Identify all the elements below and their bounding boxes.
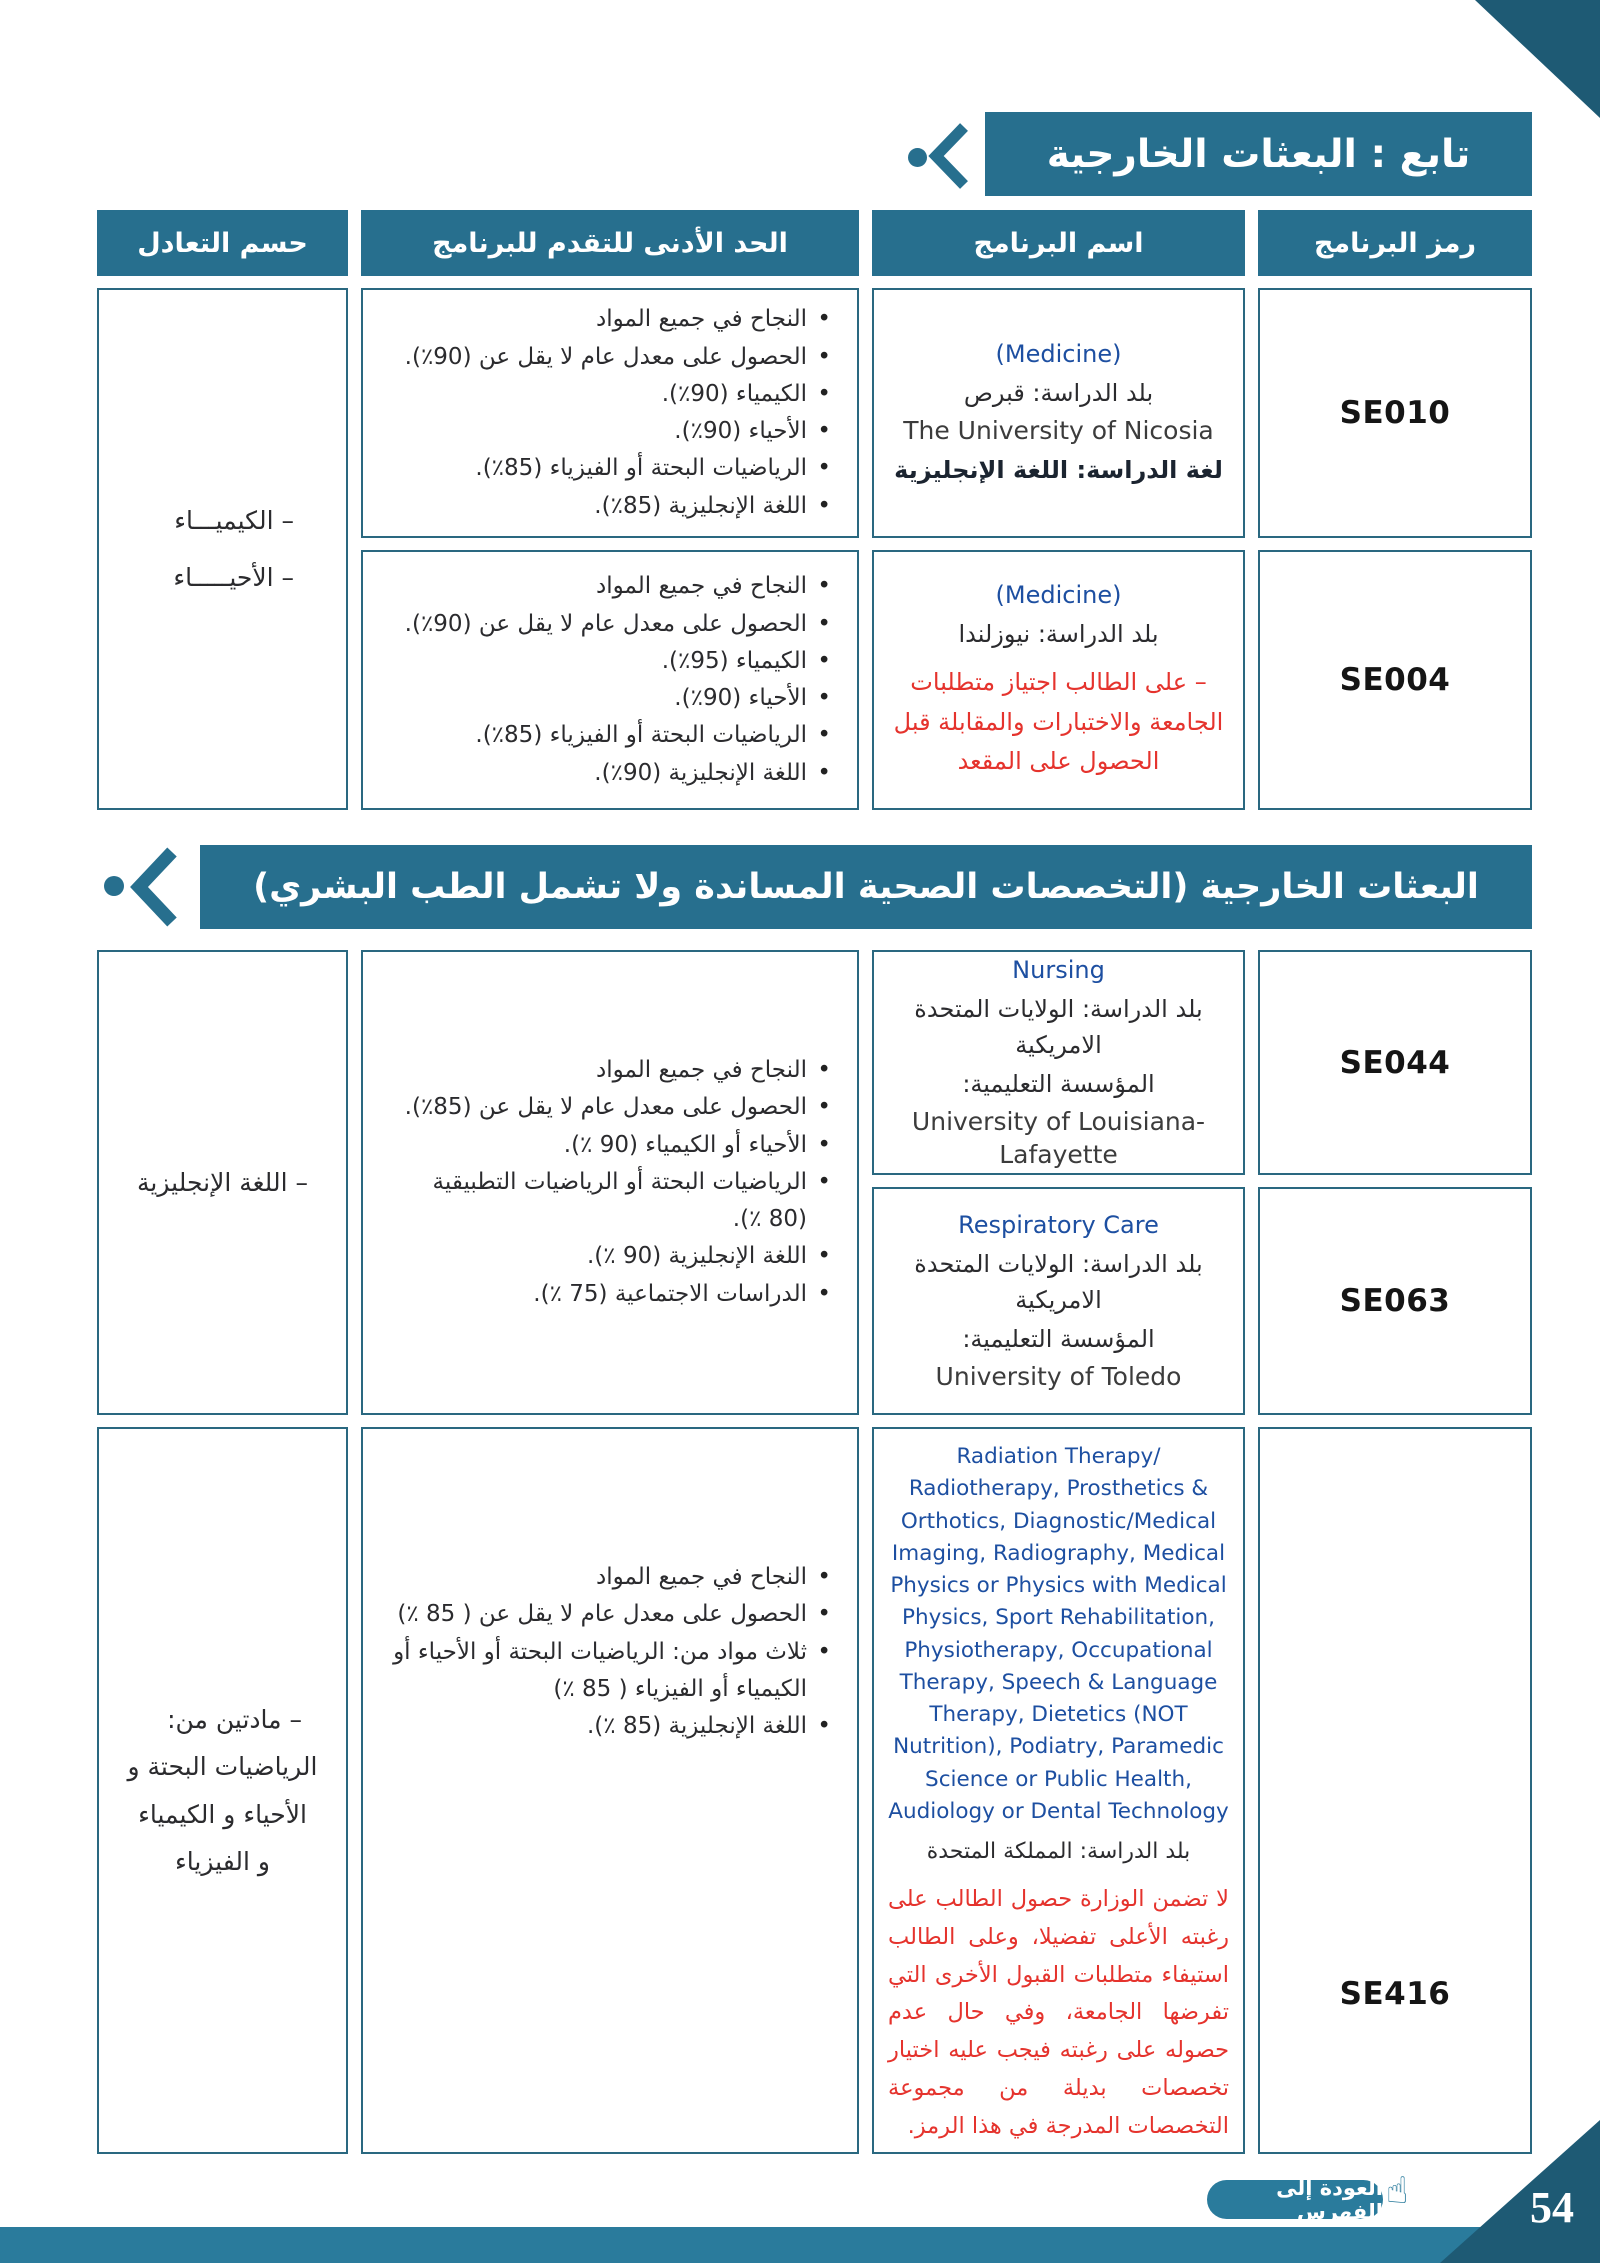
equivalency-deduction-cell: – مادتين من: الرياضيات البحتة و الأحياء … [97,1427,348,2154]
equivalency-line: – مادتين من: [167,1704,302,1734]
program-name-cell: (Medicine) بلد الدراسة: قبرص The Univers… [872,288,1245,538]
requirement-item: النجاح في جميع المواد [389,1052,831,1090]
program-name-cell: Nursing بلد الدراسة: الولايات المتحدة ال… [872,950,1245,1175]
program-name-cell: Respiratory Care بلد الدراسة: الولايات ا… [872,1187,1245,1415]
min-requirements-cell: النجاح في جميع المواد الحصول على معدل عا… [361,550,859,810]
program-code: SE004 [1339,662,1451,698]
min-requirements-cell: النجاح في جميع المواد الحصول على معدل عا… [361,950,859,1415]
study-country: بلد الدراسة: الولايات المتحدة الامريكية [914,994,1203,1059]
program-code-cell: SE044 [1258,950,1532,1175]
program-name-english: (Medicine) [995,340,1122,369]
equivalency-deduction-cell: – الكيميـــاء – الأحيـــــاء [97,288,348,810]
header-program-code: رمز البرنامج [1258,210,1532,276]
equivalency-deduction-cell: – اللغة الإنجليزية [97,950,348,1415]
min-requirements-cell: النجاح في جميع المواد الحصول على معدل عا… [361,1427,859,2154]
equivalency-line: – اللغة الإنجليزية [137,1167,308,1197]
equivalency-line: و الفيزياء [175,1847,270,1876]
bottom-bar [0,2227,1600,2263]
requirement-item: الدراسات الاجتماعية (75 ٪). [389,1276,831,1314]
requirement-item: الأحياء أو الكيمياء (90 ٪). [389,1127,831,1165]
table2-group1: SE044 SE063 Nursing بلد الدراسة: الولايا… [97,950,1532,1415]
header-minimum-requirements: الحد الأدنى للتقدم للبرنامج [361,210,859,276]
program-code-cell: SE010 [1258,288,1532,538]
program-code: SE063 [1339,1283,1451,1319]
chevron-left-icon [130,847,177,927]
program-code: SE044 [1339,1044,1451,1081]
program-name-cell: (Medicine) بلد الدراسة: نيوزلندا – على ا… [872,550,1245,810]
university-name: University of Louisiana-Lafayette [911,1106,1206,1170]
study-country: بلد الدراسة: الولايات المتحدة الامريكية [914,1250,1203,1315]
program-code-cell: SE004 [1258,550,1532,810]
requirement-item: الحصول على معدل عام لا يقل عن (85٪). [389,1089,831,1127]
program-code: SE416 [1339,1976,1451,2012]
chevron-left-icon [928,123,968,189]
institution-label: المؤسسة التعليمية: [962,1325,1155,1354]
institution-label: المؤسسة التعليمية: [962,1069,1155,1098]
university-name: The University of Nicosia [903,415,1214,445]
banner-dot-icon [104,876,124,896]
university-name: University of Toledo [935,1362,1182,1392]
requirement-item: ثلاث مواد من: الرياضيات البحتة أو الأحيا… [389,1634,831,1709]
requirement-item: النجاح في جميع المواد [389,1559,831,1597]
header-equivalency-deduction: حسم التعادل [97,210,348,276]
program-name-english: Radiation Therapy/ Radiotherapy, Prosthe… [888,1444,1229,1824]
requirement-item: اللغة الإنجليزية (85 ٪). [389,1708,831,1746]
program-code-cell: SE416 [1258,1427,1532,2154]
study-country: بلد الدراسة: نيوزلندا [958,620,1159,648]
header-program-name: اسم البرنامج [872,210,1245,276]
program-name-english: (Medicine) [995,581,1122,610]
study-language: لغة الدراسة: اللغة الإنجليزية [894,455,1223,484]
banner-dot-icon [908,148,927,167]
requirement-item: الأحياء (90٪). [389,680,831,718]
back-to-index-button[interactable]: العودة إلى الفهرس [1207,2176,1383,2224]
requirement-item: الأحياء (90٪). [389,413,831,451]
hand-pointer-icon: ☝ [1386,2169,1409,2212]
admission-note: – على الطالب اجتياز متطلبات الجامعة والا… [893,668,1224,776]
requirement-item: الحصول على معدل عام لا يقل عن ( 85 ٪) [389,1596,831,1634]
top-right-corner-triangle [1475,0,1600,118]
ministry-note: لا تضمن الوزارة حصول الطالب على رغبته ال… [888,1886,1229,2139]
equivalency-line: – الأحيـــــاء [173,563,294,592]
table1-body: SE010 SE004 (Medicine) بلد الدراسة: قبرص… [97,288,1532,810]
table1-header-row: رمز البرنامج اسم البرنامج الحد الأدنى لل… [97,210,1532,276]
program-code-cell: SE063 [1258,1187,1532,1415]
requirement-item: اللغة الإنجليزية (90 ٪). [389,1238,831,1276]
table2-group2: SE416 Radiation Therapy/ Radiotherapy, P… [97,1427,1532,2154]
requirement-item: اللغة الإنجليزية (85٪). [389,488,831,526]
program-name-english: Nursing [1012,955,1105,984]
requirement-item: الرياضيات البحتة أو الرياضيات التطبيقية … [389,1164,831,1239]
section-title: البعثات الخارجية (التخصصات الصحية المسان… [200,845,1532,929]
requirement-item: الكيمياء (90٪). [389,376,831,414]
program-code: SE010 [1339,395,1451,431]
equivalency-line: الأحياء و الكيمياء [138,1799,307,1829]
requirement-item: الرياضيات البحتة أو الفيزياء (85٪). [389,450,831,488]
requirement-item: الحصول على معدل عام لا يقل عن (90٪). [389,339,831,377]
requirement-item: الحصول على معدل عام لا يقل عن (90٪). [389,606,831,644]
page-number: 54 [1530,2183,1574,2232]
requirement-item: النجاح في جميع المواد [389,568,831,606]
equivalency-line: الرياضيات البحتة و [127,1752,318,1781]
requirement-item: الرياضيات البحتة أو الفيزياء (85٪). [389,717,831,755]
page-title: تابع : البعثات الخارجية [985,112,1532,196]
requirement-item: النجاح في جميع المواد [389,301,831,339]
min-requirements-cell: النجاح في جميع المواد الحصول على معدل عا… [361,288,859,538]
requirement-item: اللغة الإنجليزية (90٪). [389,755,831,793]
requirement-item: الكيمياء (95٪). [389,643,831,681]
program-name-cell: Radiation Therapy/ Radiotherapy, Prosthe… [872,1427,1245,2154]
study-country: بلد الدراسة: قبرص [963,378,1154,407]
study-country: بلد الدراسة: المملكة المتحدة [926,1839,1191,1864]
equivalency-line: – الكيميـــاء [174,505,294,535]
program-name-english: Respiratory Care [958,1211,1159,1240]
